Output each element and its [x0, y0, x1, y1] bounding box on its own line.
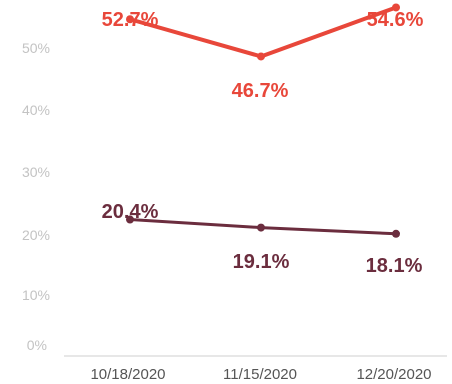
data-label-series2-point1: 20.4% — [102, 201, 159, 223]
x-tick-label-12-20-2020: 12/20/2020 — [356, 366, 431, 383]
y-tick-label-0: 0% — [27, 337, 47, 353]
series-2-point-2 — [257, 223, 265, 232]
y-tick-label-30: 30% — [22, 164, 50, 180]
y-tick-label-40: 40% — [22, 102, 50, 118]
y-tick-label-10: 10% — [22, 287, 50, 303]
series-2-point-1 — [126, 215, 134, 224]
data-label-series2-point2: 19.1% — [233, 251, 290, 273]
series-1-point-3 — [392, 3, 400, 12]
x-tick-label-11-15-2020: 11/15/2020 — [223, 366, 297, 383]
data-label-series1-point2: 46.7% — [232, 80, 289, 102]
x-axis: 10/18/2020 11/15/2020 12/20/2020 — [90, 366, 431, 383]
series-1-line — [128, 5, 398, 59]
data-label-series2-point3: 18.1% — [366, 255, 423, 277]
series-1-point-1 — [126, 15, 134, 24]
y-tick-label-20: 20% — [22, 227, 50, 243]
x-tick-label-10-18-2020: 10/18/2020 — [90, 366, 165, 383]
series-1-point-2 — [257, 52, 265, 61]
y-tick-label-50: 50% — [22, 40, 50, 56]
y-axis: 0% 10% 20% 30% 40% 50% — [22, 40, 50, 353]
data-label-series1-point3: 54.6% — [367, 9, 424, 31]
series-layer — [126, 3, 400, 238]
data-labels: 52.7% 46.7% 54.6% 20.4% 19.1% 18.1% — [102, 9, 424, 277]
data-label-series1-point1: 52.7% — [102, 9, 159, 31]
series-2-point-3 — [392, 229, 400, 238]
